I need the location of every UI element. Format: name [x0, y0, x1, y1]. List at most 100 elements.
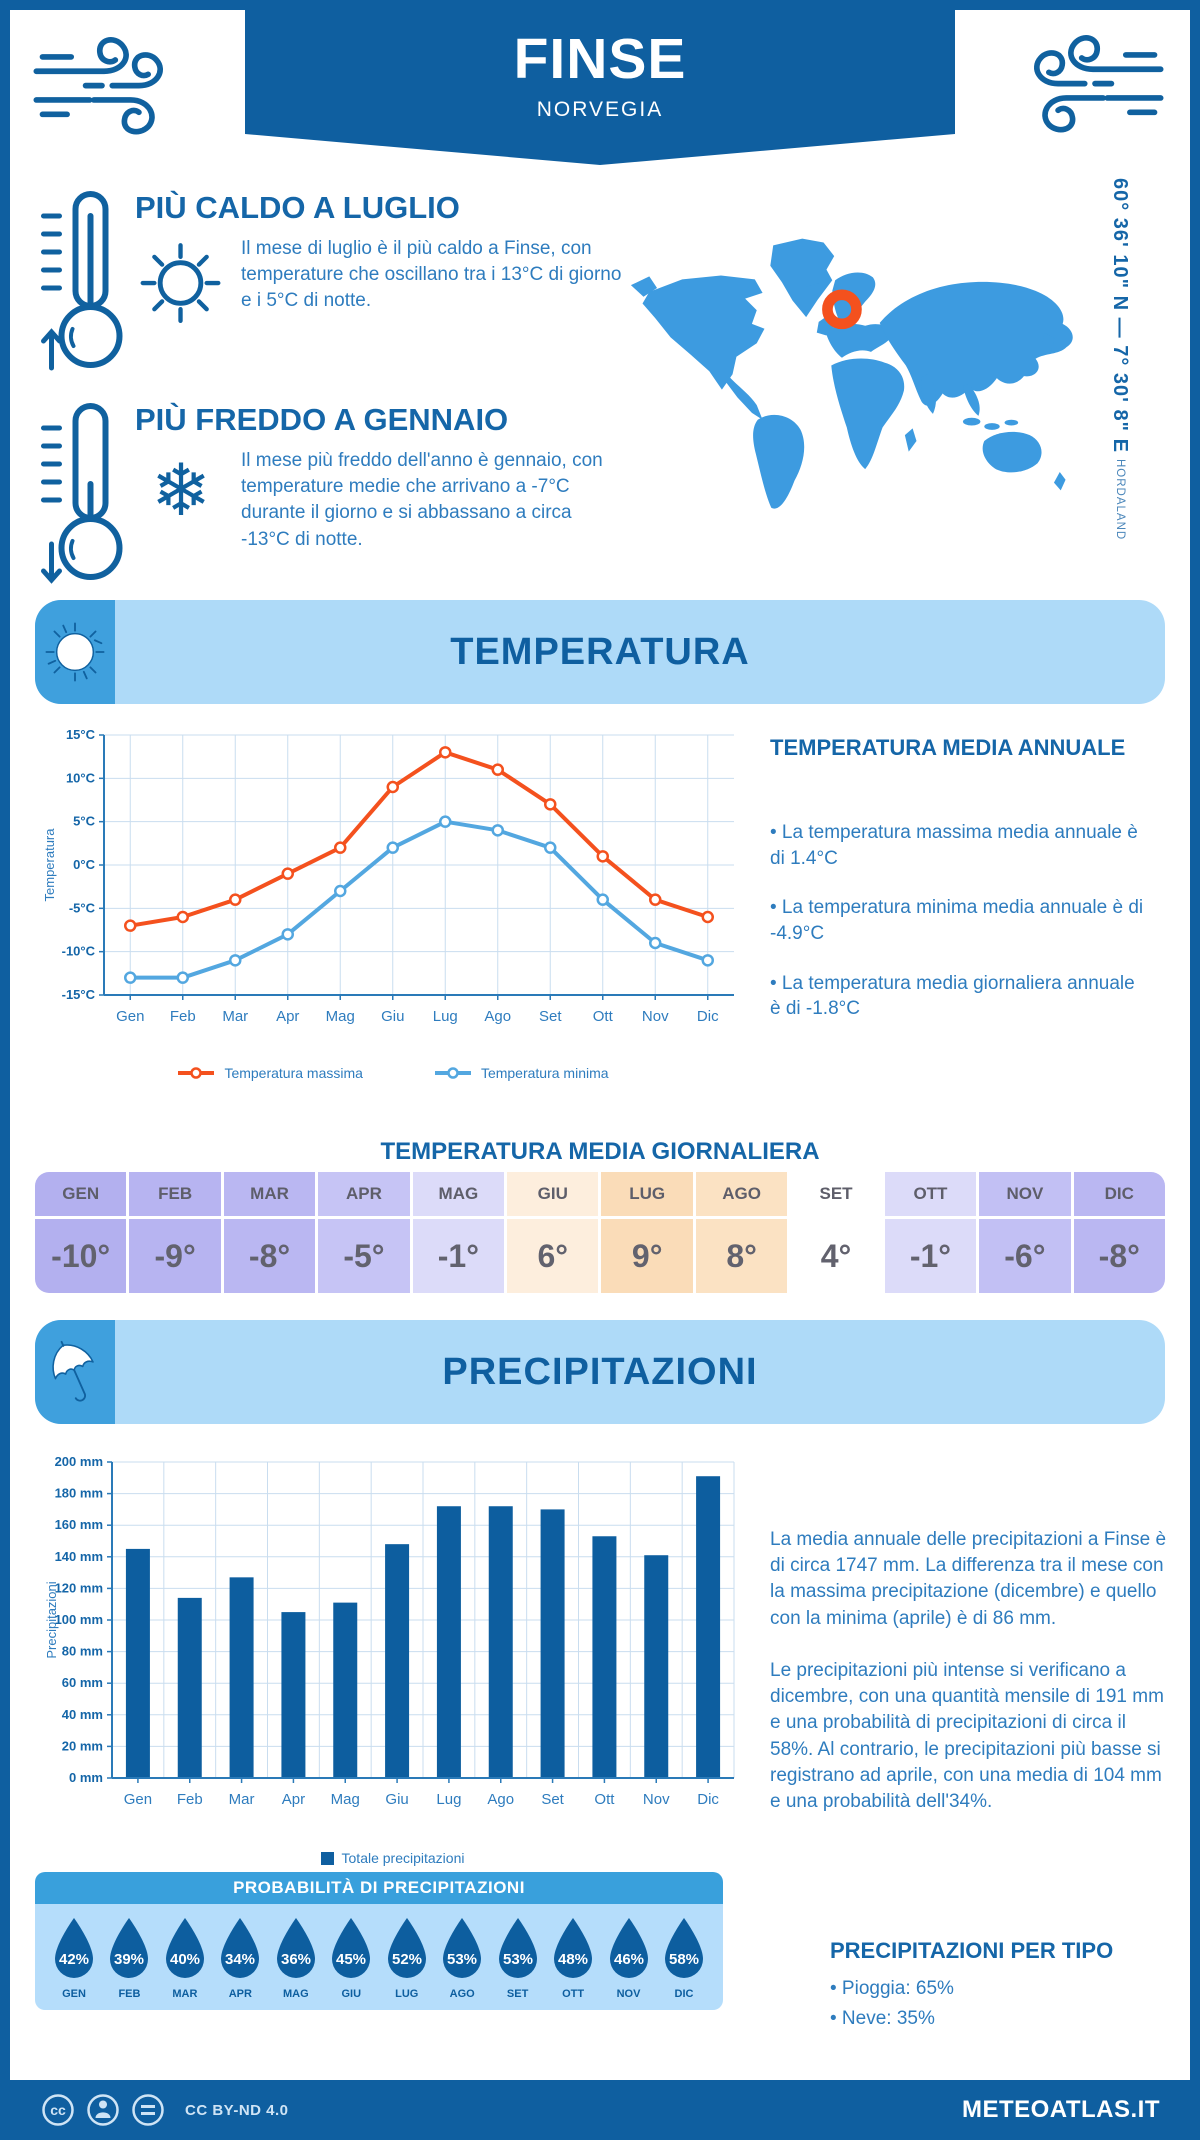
probability-droplet: 40% MAR	[160, 1916, 210, 2000]
type-bullet-rain: • Pioggia: 65%	[830, 1978, 954, 1999]
droplet-value: 36%	[281, 1951, 311, 1968]
banner-icon-block	[35, 1320, 115, 1424]
y-tick-label: 5°C	[73, 814, 95, 829]
probability-droplet: 53% SET	[493, 1916, 543, 2000]
footer-bar: cc CC BY-ND 4.0 METEOATLAS.IT	[10, 2080, 1190, 2130]
droplet-value: 40%	[170, 1951, 200, 1968]
x-tick-label: Gen	[124, 1791, 152, 1808]
droplet-value: 58%	[669, 1951, 699, 1968]
y-tick-label: 160 mm	[55, 1517, 103, 1532]
legend-max-label: Temperatura massima	[224, 1065, 363, 1081]
precipitation-section-banner: PRECIPITAZIONI	[35, 1320, 1165, 1424]
table-month-header: FEB	[129, 1172, 221, 1216]
table-month-header: MAG	[412, 1172, 505, 1216]
droplet-month-label: FEB	[118, 1988, 141, 2000]
droplet-icon: 36%	[276, 1918, 315, 1978]
droplet-icon: 53%	[498, 1918, 537, 1978]
data-point	[386, 780, 399, 794]
y-tick-label: 100 mm	[55, 1612, 103, 1627]
data-point	[596, 850, 609, 863]
table-month-header: GIU	[507, 1172, 599, 1216]
x-tick-label: Gen	[116, 1008, 144, 1025]
x-tick-label: Feb	[177, 1791, 203, 1808]
x-tick-label: Nov	[643, 1791, 670, 1808]
annual-temperature-block: TEMPERATURA MEDIA ANNUALE • La temperatu…	[770, 735, 1170, 1046]
y-tick-label: 180 mm	[55, 1486, 103, 1501]
x-tick-label: Mag	[331, 1791, 360, 1808]
temperature-section-banner: TEMPERATURA	[35, 600, 1165, 704]
temp-chart-legend: Temperatura massima Temperatura minima	[40, 1065, 745, 1081]
highlight-text: Il mese più freddo dell'anno è gennaio, …	[241, 450, 603, 550]
banner-icon-block	[35, 600, 115, 704]
type-bullet-snow: • Neve: 35%	[830, 2008, 935, 2030]
droplet-value: 34%	[225, 1951, 255, 1968]
data-point	[176, 910, 189, 924]
data-point	[176, 971, 189, 984]
table-temperature-cell: -5°	[318, 1219, 410, 1293]
droplet-icon: 42%	[55, 1918, 93, 1978]
legend-item-max: Temperatura massima	[176, 1065, 363, 1081]
x-tick-label: Apr	[276, 1008, 299, 1025]
license-group: cc CC BY-ND 4.0	[40, 2092, 289, 2128]
probability-droplet: 39% FEB	[104, 1916, 154, 2000]
droplet-month-label: DIC	[674, 1988, 694, 2000]
data-point	[544, 841, 557, 854]
legend-item-min: Temperatura minima	[433, 1065, 609, 1081]
highlight-warmest: PIÙ CALDO A LUGLIO Il mese di luglio è i…	[35, 186, 645, 376]
table-month-header: NOV	[979, 1172, 1071, 1216]
data-point	[596, 893, 609, 906]
data-point	[281, 867, 294, 880]
droplet-value: 45%	[336, 1951, 366, 1968]
table-month-header: LUG	[601, 1172, 693, 1216]
y-tick-label: -5°C	[69, 900, 96, 915]
x-tick-label: Giu	[381, 1008, 404, 1025]
table-month-header: APR	[318, 1172, 410, 1216]
droplet-icon: 52%	[387, 1918, 426, 1978]
droplet-value: 46%	[614, 1951, 644, 1968]
y-tick-label: 60 mm	[62, 1675, 103, 1690]
license-text: CC BY-ND 4.0	[185, 2101, 289, 2119]
y-axis-title: Precipitazioni	[44, 1581, 59, 1658]
droplet-icon: 34%	[221, 1918, 260, 1978]
svg-text:cc: cc	[50, 2102, 66, 2118]
data-point	[281, 928, 294, 941]
header-banner: FINSE NORVEGIA	[245, 10, 955, 165]
droplet-month-label: NOV	[616, 1988, 641, 2000]
legend-min-label: Temperatura minima	[480, 1065, 609, 1081]
data-point	[701, 954, 714, 967]
data-point	[124, 919, 137, 932]
x-tick-label: Ago	[487, 1791, 514, 1808]
x-tick-label: Lug	[436, 1791, 461, 1808]
brand-text: METEOATLAS.IT	[961, 2096, 1160, 2123]
x-tick-label: Mag	[326, 1008, 355, 1025]
type-title: PRECIPITAZIONI PER TIPO	[830, 1938, 1114, 1963]
table-temperature-cell: -9°	[129, 1219, 221, 1293]
bar	[592, 1536, 617, 1778]
table-temperature-cell: -1°	[412, 1219, 505, 1293]
data-point	[334, 884, 347, 898]
legend-total-label: Totale precipitazioni	[341, 1850, 465, 1866]
x-tick-label: Set	[541, 1791, 564, 1808]
table-temperature-cell: -8°	[223, 1219, 316, 1293]
bar	[229, 1577, 254, 1778]
highlight-title: PIÙ CALDO A LUGLIO	[135, 190, 460, 225]
table-temperature-cell: 9°	[601, 1219, 693, 1293]
data-point	[386, 841, 399, 854]
droplet-month-label: LUG	[395, 1988, 419, 2000]
highlight-title: PIÙ FREDDO A GENNAIO	[135, 402, 509, 437]
legend-min-marker-icon	[434, 1067, 471, 1079]
y-tick-label: 120 mm	[55, 1580, 103, 1595]
thermometer-up-icon	[41, 191, 123, 371]
y-tick-label: 140 mm	[55, 1549, 103, 1564]
annual-bullet: • La temperatura minima media annuale è …	[770, 897, 1144, 944]
precipitation-paragraph: La media annuale delle precipitazioni a …	[770, 1529, 1167, 1629]
droplet-month-label: GIU	[341, 1988, 362, 2000]
data-point	[229, 954, 242, 967]
probability-droplets-row: 42% GEN 39% FEB 40% MAR 34% APR 36% MAG 45% GIU 52% L…	[35, 1904, 723, 2010]
table-month-header: AGO	[695, 1172, 788, 1216]
table-temperature-cell: -10°	[35, 1219, 127, 1293]
data-point	[439, 746, 452, 759]
sun-icon	[140, 243, 221, 323]
probability-droplet: 45% GIU	[326, 1916, 376, 2000]
y-tick-label: -15°C	[62, 987, 96, 1002]
